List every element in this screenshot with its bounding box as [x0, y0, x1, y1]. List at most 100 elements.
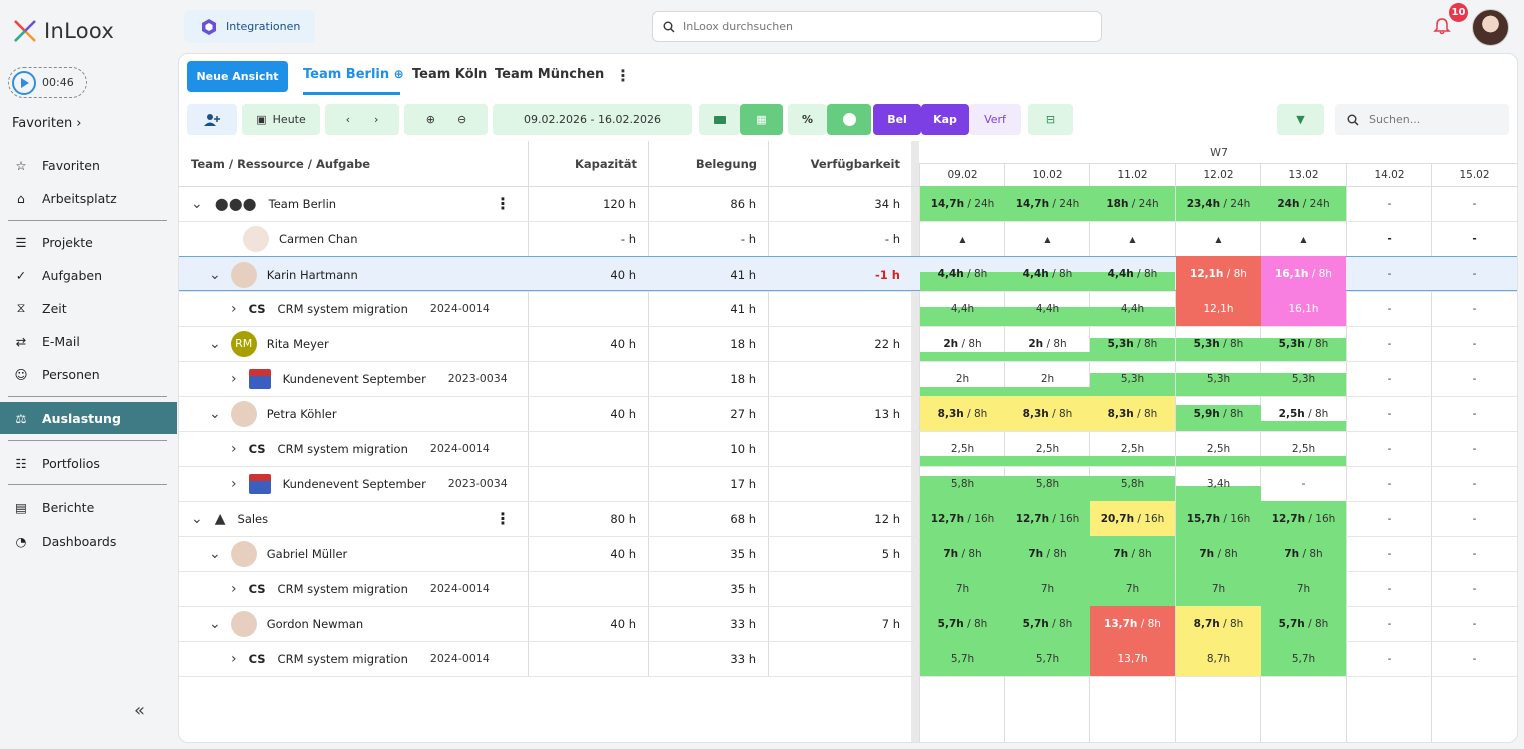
workload-cell[interactable]: 5,3h / 8h — [1176, 326, 1261, 361]
workload-cell[interactable]: - — [1432, 291, 1517, 326]
workload-cell[interactable]: 2h / 8h — [1005, 326, 1090, 361]
workload-cell[interactable]: 13,7h / 8h — [1090, 606, 1175, 641]
chevron-right-icon[interactable]: › — [231, 440, 237, 457]
table-row[interactable]: ⌄ RM Rita Meyer 40 h 18 h 22 h — [179, 326, 911, 361]
collapse-sidebar-button[interactable]: « — [134, 700, 146, 721]
workload-cell[interactable]: - — [1261, 466, 1346, 501]
workload-cell[interactable]: 5,7h — [1261, 641, 1346, 676]
new-view-button[interactable]: Neue Ansicht — [187, 61, 288, 92]
grid-search-input[interactable]: Suchen... — [1335, 104, 1509, 135]
workload-cell[interactable]: 13,7h — [1090, 641, 1175, 676]
chevron-right-icon[interactable]: › — [231, 300, 237, 317]
workload-cell[interactable]: 16,1h — [1261, 291, 1346, 326]
workload-cell[interactable]: - — [1432, 431, 1517, 466]
workload-cell[interactable]: - — [1432, 186, 1517, 221]
workload-cell[interactable]: - — [1432, 256, 1517, 291]
workload-cell[interactable]: 8,3h / 8h — [1090, 396, 1175, 431]
workload-cell[interactable]: 20,7h / 16h — [1090, 501, 1175, 536]
workload-cell[interactable]: 2h — [920, 361, 1005, 396]
workload-cell[interactable]: 5,3h / 8h — [1261, 326, 1346, 361]
notifications-bell-icon[interactable] — [1432, 16, 1452, 39]
workload-cell[interactable]: - — [1432, 641, 1517, 676]
workload-cell[interactable]: - — [1347, 396, 1432, 431]
workload-cell[interactable]: - — [1432, 606, 1517, 641]
sidebar-item-zeit[interactable]: ⧖ Zeit — [0, 292, 177, 324]
verf-toggle[interactable]: Verf — [969, 104, 1021, 135]
workload-cell[interactable]: 7h — [1261, 571, 1346, 606]
inloox-logo[interactable]: InLoox — [12, 18, 114, 44]
grid-splitter[interactable] — [911, 141, 919, 742]
percent-toggle[interactable]: % — [788, 104, 827, 135]
tab-team-muenchen[interactable]: Team München — [495, 67, 605, 82]
user-avatar[interactable] — [1472, 9, 1509, 46]
workload-cell[interactable]: 2h — [1005, 361, 1090, 396]
workload-cell[interactable]: 5,9h / 8h — [1176, 396, 1261, 431]
view-grid-button[interactable]: ▦ — [740, 104, 783, 135]
chevron-right-icon[interactable]: › — [231, 475, 237, 492]
tab-team-berlin[interactable]: Team Berlin ⊕ — [303, 67, 404, 82]
workload-cell[interactable]: 2,5h / 8h — [1261, 396, 1346, 431]
chevron-right-icon[interactable]: › — [231, 370, 237, 387]
hierarchy-button[interactable]: ⊟ — [1028, 104, 1073, 135]
workload-cell[interactable]: 15,7h / 16h — [1176, 501, 1261, 536]
workload-cell[interactable]: - — [1347, 536, 1432, 571]
view-compact-button[interactable] — [699, 104, 740, 135]
workload-cell[interactable]: 2,5h — [1261, 431, 1346, 466]
prev-period-button[interactable]: ‹ — [345, 113, 350, 126]
row-more-icon[interactable]: ⋮ — [495, 194, 511, 213]
workload-cell[interactable]: - — [1347, 256, 1432, 291]
workload-cell[interactable]: 8,3h / 8h — [1005, 396, 1090, 431]
timer-widget[interactable]: 00:46 — [8, 67, 87, 98]
workload-cell[interactable]: ▲ — [1176, 221, 1261, 256]
table-row[interactable]: Carmen Chan - h - h - h — [179, 221, 911, 256]
workload-cell[interactable]: 5,8h — [920, 466, 1005, 501]
workload-cell[interactable]: - — [1347, 431, 1432, 466]
workload-cell[interactable]: - — [1432, 221, 1517, 256]
workload-cell[interactable]: 7h / 8h — [920, 536, 1005, 571]
workload-cell[interactable]: - — [1432, 361, 1517, 396]
workload-cell[interactable]: 5,3h / 8h — [1090, 326, 1175, 361]
header-capacity[interactable]: Kapazität — [574, 156, 637, 171]
sidebar-item-favoriten[interactable]: ☆ Favoriten — [0, 149, 177, 181]
zoom-out-icon[interactable]: ⊖ — [457, 113, 467, 126]
workload-cell[interactable]: - — [1432, 396, 1517, 431]
chevron-down-icon[interactable]: ⌄ — [209, 545, 221, 562]
workload-cell[interactable]: 7h — [1090, 571, 1175, 606]
chevron-down-icon[interactable]: ⌄ — [191, 510, 203, 527]
zoom-in-icon[interactable]: ⊕ — [425, 113, 435, 126]
workload-cell[interactable]: - — [1347, 501, 1432, 536]
header-name[interactable]: Team / Ressource / Aufgabe — [191, 156, 371, 171]
workload-cell[interactable]: - — [1347, 186, 1432, 221]
sidebar-item-dashboards[interactable]: ◔ Dashboards — [0, 525, 177, 557]
sidebar-item-auslastung[interactable]: ⚖ Auslastung — [0, 402, 177, 434]
workload-cell[interactable]: 5,7h — [1005, 641, 1090, 676]
sidebar-item-email[interactable]: ⇄ E-Mail — [0, 325, 177, 357]
workload-cell[interactable]: 7h — [1176, 571, 1261, 606]
tab-team-koeln[interactable]: Team Köln — [412, 67, 488, 82]
workload-cell[interactable]: 7h — [920, 571, 1005, 606]
chevron-right-icon[interactable]: › — [231, 650, 237, 667]
bel-toggle[interactable]: Bel — [873, 104, 921, 135]
workload-cell[interactable]: ▲ — [920, 221, 1005, 256]
workload-cell[interactable]: 4,4h / 8h — [1005, 256, 1090, 291]
today-button[interactable]: ▣ Heute — [242, 104, 320, 135]
workload-cell[interactable]: 5,8h — [1090, 466, 1175, 501]
workload-cell[interactable]: - — [1432, 571, 1517, 606]
workload-cell[interactable]: 5,3h — [1176, 361, 1261, 396]
workload-cell[interactable]: - — [1432, 536, 1517, 571]
workload-cell[interactable]: 18h / 24h — [1090, 186, 1175, 221]
favorites-header[interactable]: Favoriten › — [12, 116, 81, 131]
workload-cell[interactable]: 16,1h / 8h — [1261, 256, 1346, 291]
workload-cell[interactable]: 5,3h — [1090, 361, 1175, 396]
table-row[interactable]: ⌄ ▲ Sales ⋮ 80 h 68 h 12 h — [179, 501, 911, 536]
tabs-more-icon[interactable]: ⋮ — [615, 66, 631, 85]
workload-cell[interactable]: - — [1432, 326, 1517, 361]
next-period-button[interactable]: › — [374, 113, 379, 126]
sidebar-item-portfolios[interactable]: ☷ Portfolios — [0, 447, 177, 479]
chevron-down-icon[interactable]: ⌄ — [209, 266, 221, 283]
workload-cell[interactable]: 4,4h / 8h — [1090, 256, 1175, 291]
workload-cell[interactable]: 14,7h / 24h — [920, 186, 1005, 221]
sidebar-item-arbeitsplatz[interactable]: ⌂ Arbeitsplatz — [0, 182, 177, 214]
global-search-input[interactable]: InLoox durchsuchen — [652, 11, 1102, 42]
date-range-picker[interactable]: 09.02.2026 - 16.02.2026 — [493, 104, 692, 135]
